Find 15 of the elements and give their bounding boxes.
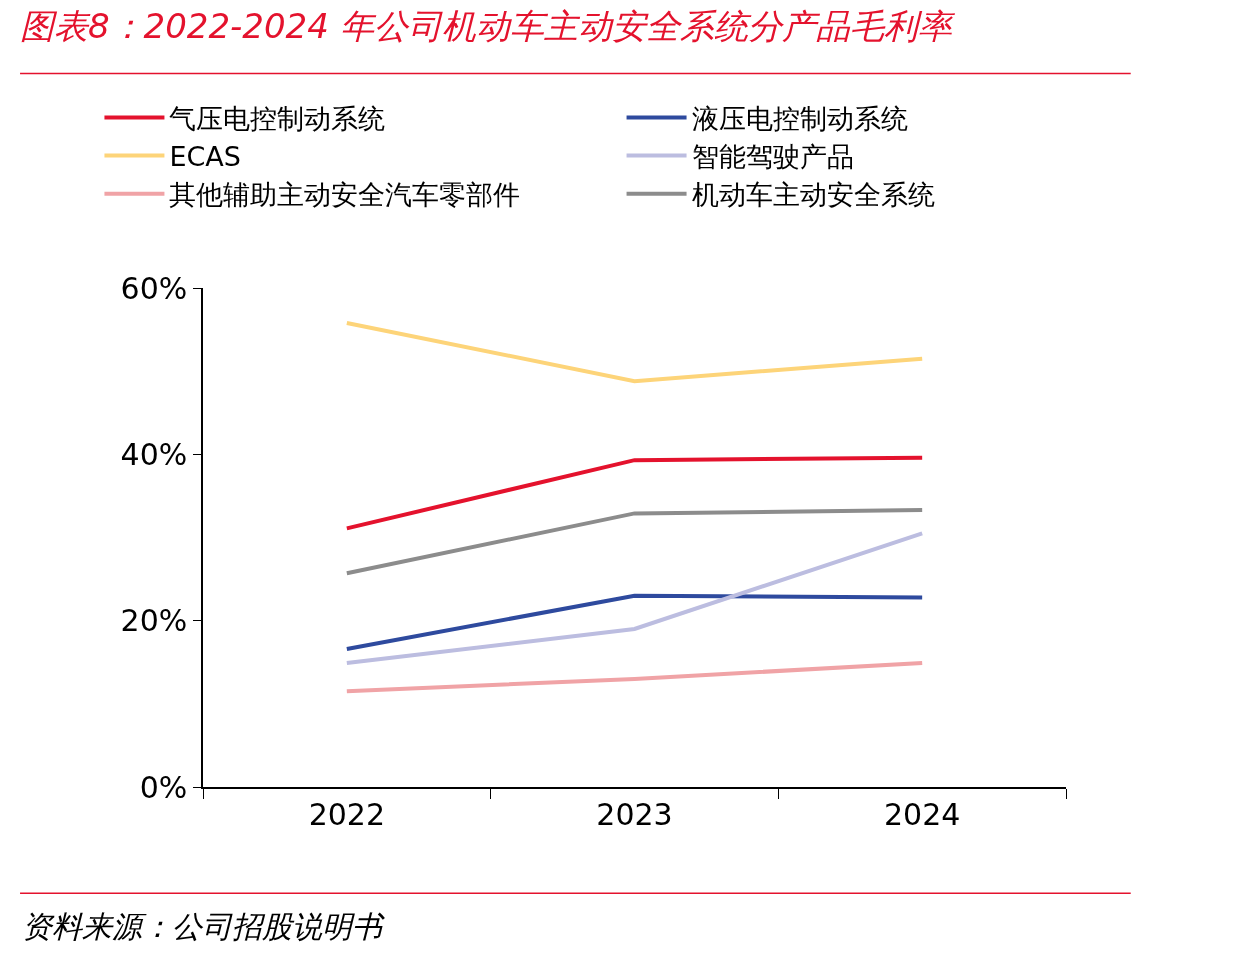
x-tick-label: 2022 xyxy=(308,796,386,832)
x-tick-label: 2023 xyxy=(596,796,673,832)
legend-label: ECAS xyxy=(169,141,241,173)
y-tick-label: 0% xyxy=(139,769,188,805)
x-tick-label: 2024 xyxy=(883,796,961,832)
legend-label: 机动车主动安全系统 xyxy=(691,179,935,211)
text: 资料来源：公司招股说明书 xyxy=(22,909,385,944)
legend-label: 智能驾驶产品 xyxy=(691,141,854,173)
y-tick-label: 20% xyxy=(120,603,188,639)
legend-label: 其他辅助主动安全汽车零部件 xyxy=(169,179,521,211)
chart-title: 图表8：2022-2024 年公司机动车主动安全系统分产品毛利率 xyxy=(19,6,956,47)
y-tick-label: 40% xyxy=(120,436,188,472)
legend-label: 气压电控制动系统 xyxy=(169,102,386,134)
y-tick-label: 60% xyxy=(120,270,188,306)
legend-label: 液压电控制动系统 xyxy=(691,102,908,134)
